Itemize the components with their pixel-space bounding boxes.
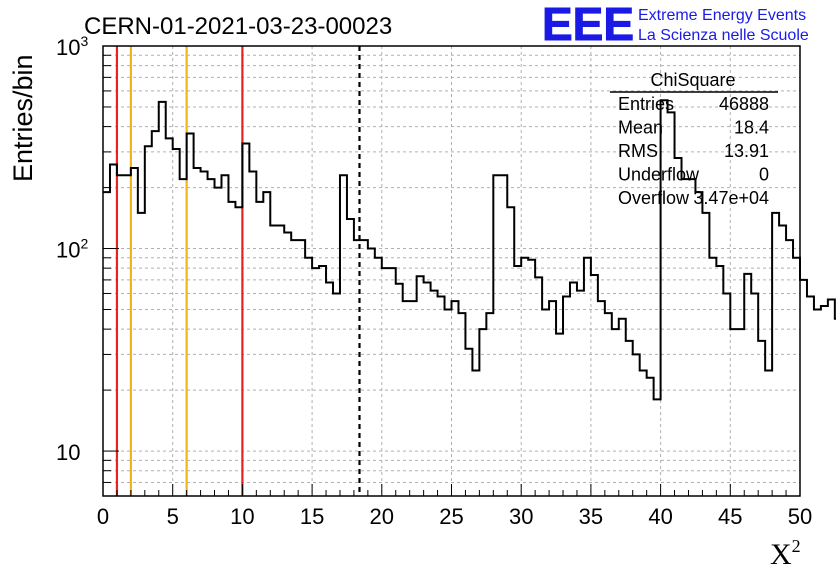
- x-tick-label: 30: [509, 504, 533, 529]
- eee-logo-line2: La Scienza nelle Scuole: [638, 27, 809, 44]
- stats-value: 0: [759, 165, 769, 185]
- x-tick-label: 25: [439, 504, 463, 529]
- x-tick-label: 0: [97, 504, 109, 529]
- x-tick-label: 45: [718, 504, 742, 529]
- y-tick-label: 103: [56, 33, 88, 60]
- chart-title: CERN-01-2021-03-23-00023: [84, 13, 392, 40]
- eee-logo-line1: Extreme Energy Events: [638, 7, 806, 24]
- stats-value: 18.4: [734, 118, 769, 138]
- y-tick-label: 102: [56, 236, 88, 263]
- stats-value: 13.91: [724, 141, 769, 161]
- stats-value: 46888: [719, 94, 769, 114]
- eee-logo-mark: EEE: [542, 0, 634, 50]
- x-tick-label: 10: [230, 504, 254, 529]
- histogram-series: [103, 99, 836, 401]
- reference-lines: [115, 46, 361, 496]
- x-tick-label: 5: [167, 504, 179, 529]
- stats-box-title: ChiSquare: [650, 70, 735, 90]
- stats-value: 3.47e+04: [693, 188, 769, 208]
- y-axis-ticks: 10 102 103: [56, 33, 119, 497]
- x-tick-label: 40: [648, 504, 672, 529]
- stats-label: Overflow: [618, 188, 690, 208]
- eee-logo: EEE Extreme Energy Events La Scienza nel…: [542, 0, 809, 51]
- x-tick-label: 15: [300, 504, 324, 529]
- stats-label: Underflow: [618, 165, 700, 185]
- x-axis-label-exponent: 2: [792, 536, 801, 556]
- x-axis-label-base: X: [770, 538, 792, 571]
- y-axis-label: Entries/bin: [8, 54, 38, 182]
- stats-label: Mean: [618, 118, 663, 138]
- x-tick-label: 20: [370, 504, 394, 529]
- stats-box: ChiSquare Entries 46888 Mean 18.4 RMS 13.91 Un…: [610, 70, 778, 208]
- stats-label: RMS: [618, 141, 658, 161]
- stats-label: Entries: [618, 94, 674, 114]
- stats-box-rows: Entries 46888 Mean 18.4 RMS 13.91 Underflow 0 Ov…: [618, 94, 769, 208]
- x-axis-label: X2: [770, 536, 801, 571]
- x-tick-label: 50: [788, 504, 812, 529]
- grid-lines: [103, 46, 800, 496]
- x-axis-ticks: 0 5 10 15 20 25 30 35 40 45 50: [97, 484, 812, 529]
- x-tick-label: 35: [579, 504, 603, 529]
- y-tick-label: 10: [56, 440, 80, 465]
